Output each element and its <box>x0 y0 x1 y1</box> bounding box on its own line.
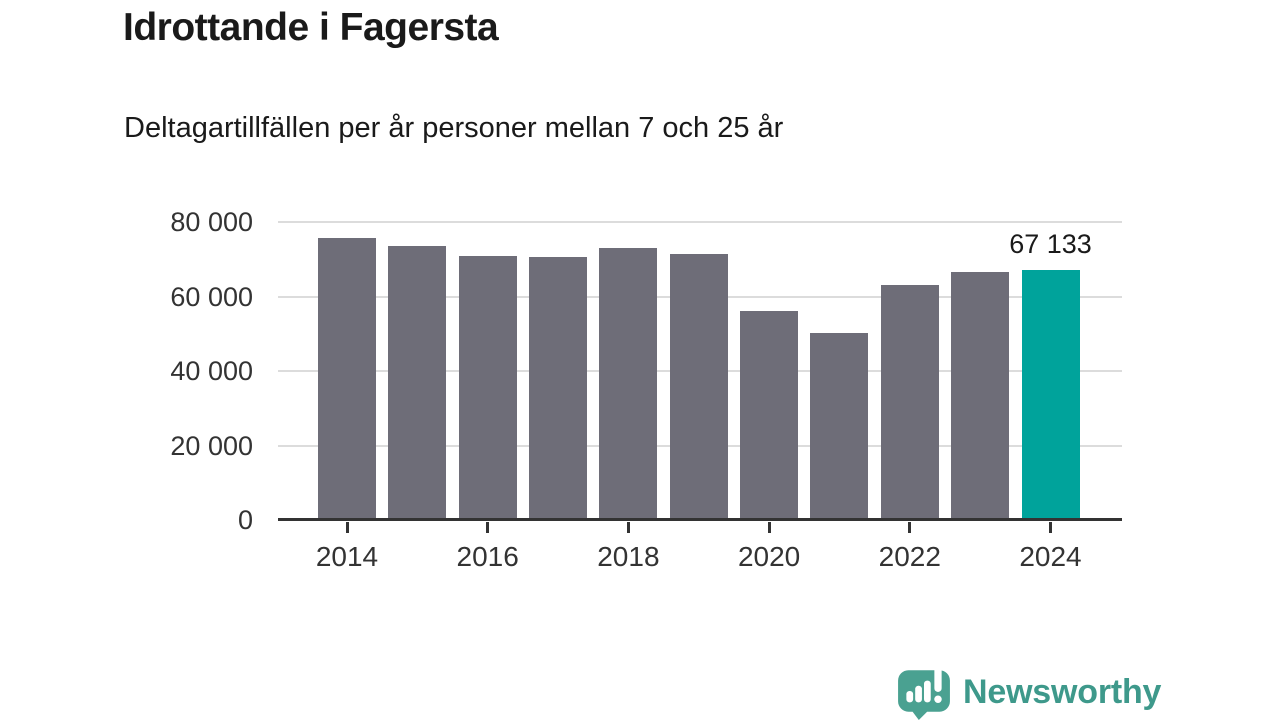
bar-2015 <box>388 246 447 520</box>
bar-2019 <box>669 254 728 520</box>
bar-2021 <box>810 333 869 520</box>
bar-2016 <box>458 256 517 520</box>
y-axis-tick-label: 80 000 <box>170 207 253 237</box>
x-axis-line <box>278 518 1122 521</box>
y-axis-tick-label: 40 000 <box>170 356 253 386</box>
page-title: Idrottande i Fagersta <box>123 6 499 49</box>
x-axis-tick-label-2016: 2016 <box>456 541 519 572</box>
gridline-80000 <box>278 221 1122 223</box>
x-axis-tick-label-2014: 2014 <box>315 541 379 572</box>
bar-2018 <box>599 248 658 520</box>
bar-2023 <box>951 272 1010 520</box>
bar-2024 <box>1021 270 1080 520</box>
bar-2022 <box>880 285 939 520</box>
x-axis-tick <box>345 522 349 533</box>
y-axis-tick-label: 60 000 <box>170 281 253 312</box>
x-axis-tick-label-2022: 2022 <box>878 541 941 572</box>
x-axis-tick <box>486 522 490 533</box>
bar-2020 <box>740 311 799 520</box>
x-axis-tick-label-2020: 2020 <box>737 541 801 572</box>
x-axis-tick <box>908 522 912 533</box>
x-axis-tick-label-2018: 2018 <box>597 541 660 572</box>
newsworthy-logo-icon <box>898 665 950 720</box>
x-axis-tick-label-2024: 2024 <box>1019 541 1082 572</box>
brand-footer: Newsworthy <box>897 664 1161 720</box>
x-axis-tick <box>1049 522 1052 533</box>
y-axis-tick-label: 20 000 <box>170 430 253 461</box>
x-axis-tick <box>767 522 771 533</box>
brand-name: Newsworthy <box>963 672 1162 711</box>
x-axis-tick <box>626 522 630 533</box>
chart-subtitle: Deltagartillfällen per år personer mella… <box>124 112 784 144</box>
plot-area <box>278 221 1122 521</box>
y-axis-tick-label: 0 <box>237 505 253 535</box>
highlight-value-label: 67 133 <box>1009 229 1092 259</box>
bar-2017 <box>529 257 588 520</box>
bar-2014 <box>318 238 376 520</box>
